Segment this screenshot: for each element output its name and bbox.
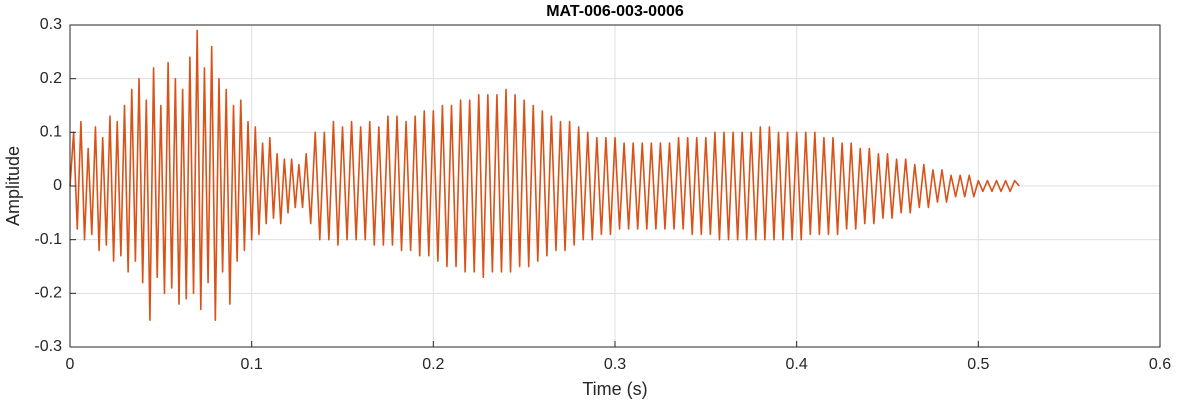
y-tick-label: -0.3 — [34, 338, 62, 355]
y-tick-label: -0.2 — [34, 285, 62, 302]
y-tick-label: 0 — [53, 177, 62, 194]
y-tick-label: 0.3 — [40, 16, 62, 33]
y-tick-label: -0.1 — [34, 231, 62, 248]
x-tick-label: 0.1 — [241, 356, 263, 373]
x-tick-label: 0.3 — [604, 356, 626, 373]
y-axis-label: Amplitude — [3, 146, 23, 226]
chart-title: MAT-006-003-0006 — [546, 3, 684, 20]
plot-area — [69, 29, 1020, 321]
x-tick-label: 0.5 — [967, 356, 989, 373]
x-tick-label: 0.6 — [1149, 356, 1171, 373]
ticks: 0 0.1 0.2 0.3 0.4 0.5 0.6 -0.3 -0.2 -0.1 0 0.1 0.2 0.… — [34, 16, 1171, 373]
y-tick-label: 0.2 — [40, 70, 62, 87]
x-axis-label: Time (s) — [582, 379, 647, 399]
x-tick-label: 0 — [66, 356, 75, 373]
waveform-line — [69, 29, 1020, 321]
x-tick-label: 0.4 — [786, 356, 808, 373]
x-tick-label: 0.2 — [422, 356, 444, 373]
y-tick-label: 0.1 — [40, 124, 62, 141]
